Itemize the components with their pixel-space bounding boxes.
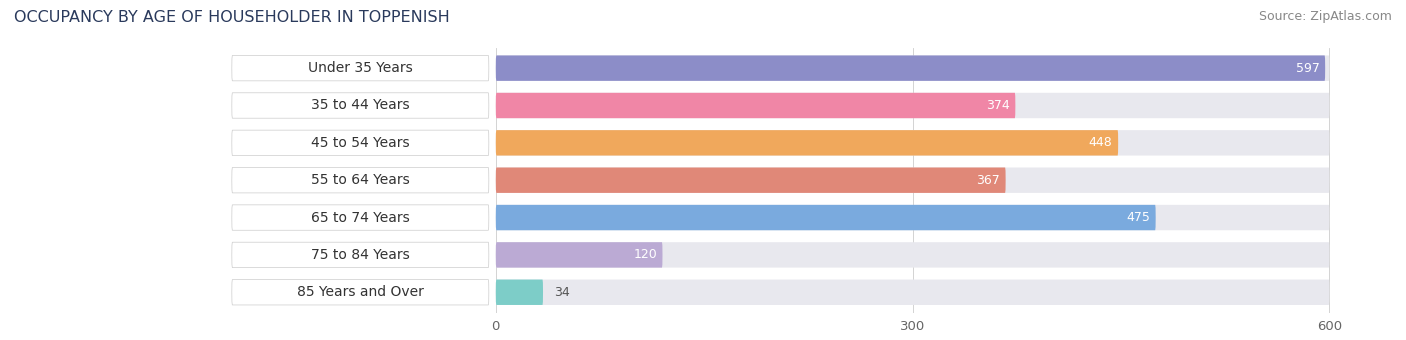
FancyBboxPatch shape bbox=[496, 279, 543, 305]
Text: 45 to 54 Years: 45 to 54 Years bbox=[311, 136, 409, 150]
FancyBboxPatch shape bbox=[232, 93, 489, 118]
FancyBboxPatch shape bbox=[496, 93, 1015, 118]
FancyBboxPatch shape bbox=[232, 55, 489, 81]
Text: 75 to 84 Years: 75 to 84 Years bbox=[311, 248, 409, 262]
Text: 374: 374 bbox=[986, 99, 1010, 112]
FancyBboxPatch shape bbox=[496, 205, 1329, 230]
FancyBboxPatch shape bbox=[232, 130, 489, 155]
Text: 55 to 64 Years: 55 to 64 Years bbox=[311, 173, 409, 187]
Text: 597: 597 bbox=[1296, 62, 1320, 75]
Text: 448: 448 bbox=[1088, 136, 1112, 149]
FancyBboxPatch shape bbox=[496, 55, 1326, 81]
FancyBboxPatch shape bbox=[496, 242, 662, 268]
Text: 65 to 74 Years: 65 to 74 Years bbox=[311, 210, 409, 224]
FancyBboxPatch shape bbox=[496, 279, 1329, 305]
FancyBboxPatch shape bbox=[232, 168, 489, 193]
Text: OCCUPANCY BY AGE OF HOUSEHOLDER IN TOPPENISH: OCCUPANCY BY AGE OF HOUSEHOLDER IN TOPPE… bbox=[14, 10, 450, 25]
Text: 475: 475 bbox=[1126, 211, 1150, 224]
Text: 35 to 44 Years: 35 to 44 Years bbox=[311, 99, 409, 113]
FancyBboxPatch shape bbox=[232, 279, 489, 305]
FancyBboxPatch shape bbox=[496, 130, 1118, 155]
FancyBboxPatch shape bbox=[496, 168, 1329, 193]
FancyBboxPatch shape bbox=[232, 242, 489, 268]
FancyBboxPatch shape bbox=[496, 55, 1329, 81]
Text: 367: 367 bbox=[976, 174, 1000, 187]
FancyBboxPatch shape bbox=[496, 205, 1156, 230]
FancyBboxPatch shape bbox=[496, 130, 1329, 155]
Text: Under 35 Years: Under 35 Years bbox=[308, 61, 413, 75]
FancyBboxPatch shape bbox=[232, 205, 489, 230]
Text: 120: 120 bbox=[633, 249, 657, 261]
FancyBboxPatch shape bbox=[496, 242, 1329, 268]
Text: 34: 34 bbox=[554, 286, 569, 299]
Text: Source: ZipAtlas.com: Source: ZipAtlas.com bbox=[1258, 10, 1392, 23]
Text: 85 Years and Over: 85 Years and Over bbox=[297, 285, 423, 299]
FancyBboxPatch shape bbox=[496, 93, 1329, 118]
FancyBboxPatch shape bbox=[496, 168, 1005, 193]
